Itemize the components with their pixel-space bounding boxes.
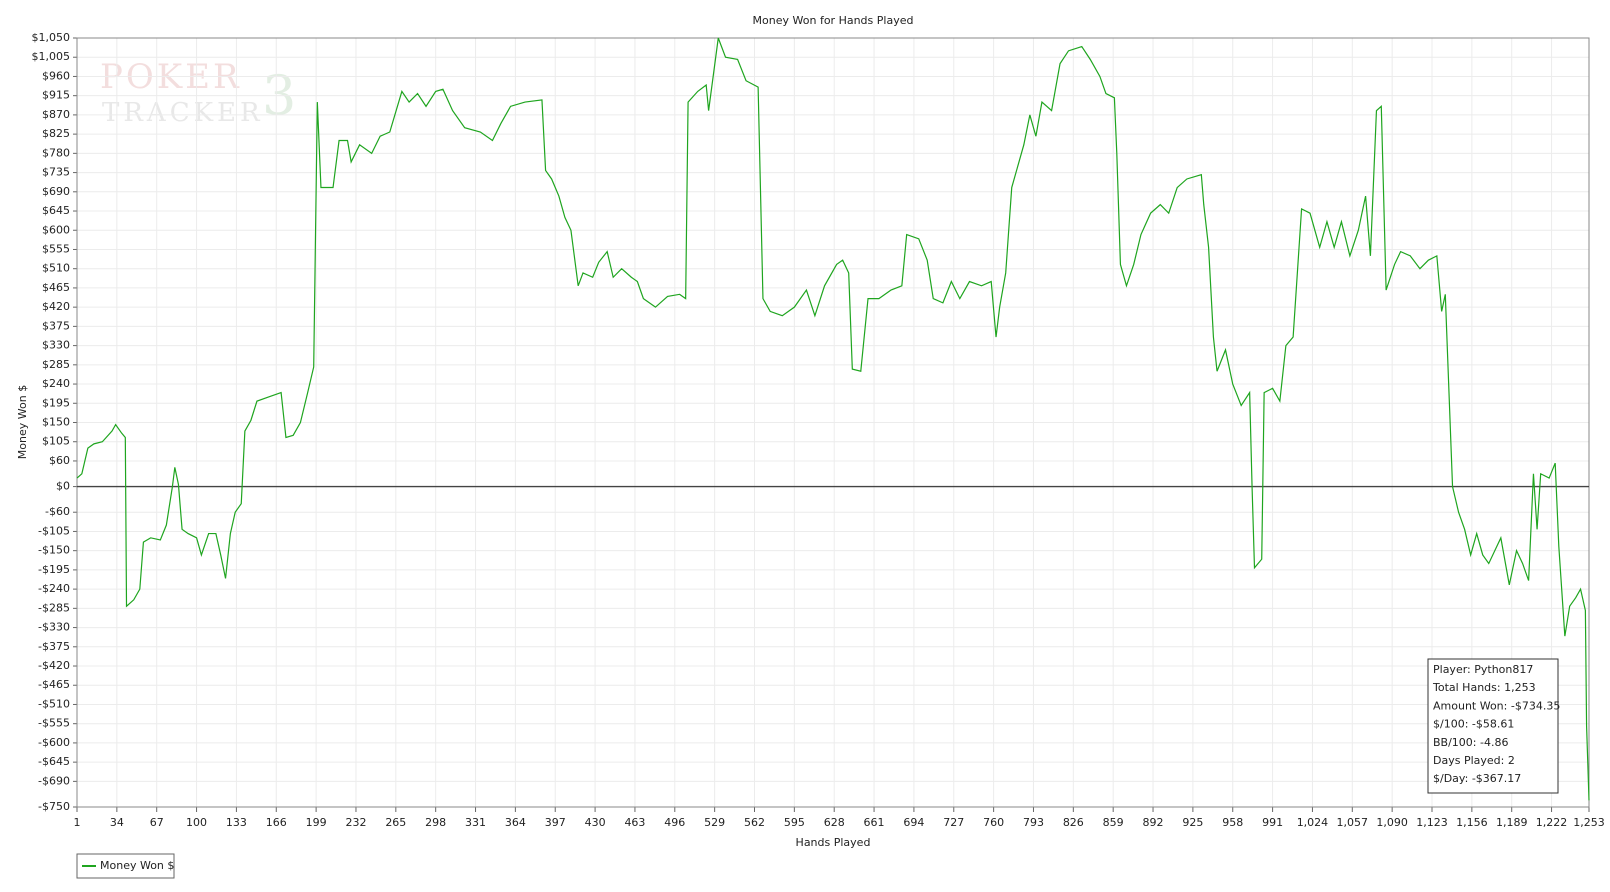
x-tick-label: 694 [903,816,924,829]
y-tick-label: -$240 [38,582,70,595]
logo-text: POKER [100,57,242,97]
x-tick-label: 826 [1063,816,1084,829]
y-tick-label: $150 [42,416,70,429]
x-tick-label: 958 [1222,816,1243,829]
x-tick-label: 430 [585,816,606,829]
x-tick-label: 1 [74,816,81,829]
x-tick-label: 793 [1023,816,1044,829]
y-tick-label: $690 [42,185,70,198]
y-tick-label: $645 [42,204,70,217]
x-tick-label: 925 [1182,816,1203,829]
x-tick-label: 496 [664,816,685,829]
y-tick-label: $195 [42,396,70,409]
x-tick-label: 1,253 [1573,816,1605,829]
x-tick-label: 463 [624,816,645,829]
x-tick-label: 166 [266,816,287,829]
stats-line: BB/100: -4.86 [1433,736,1508,749]
y-tick-label: $375 [42,319,70,332]
y-tick-label: $600 [42,223,70,236]
y-tick-label: $1,005 [32,50,71,63]
x-tick-label: 859 [1103,816,1124,829]
y-tick-label: $870 [42,108,70,121]
x-axis-label: Hands Played [796,836,871,849]
x-tick-label: 595 [784,816,805,829]
stats-line: $/Day: -$367.17 [1433,772,1521,785]
x-tick-label: 1,222 [1536,816,1568,829]
y-tick-label: -$105 [38,524,70,537]
y-tick-label: -$510 [38,697,70,710]
y-tick-label: $555 [42,242,70,255]
x-tick-label: 1,090 [1376,816,1408,829]
stats-line: Days Played: 2 [1433,754,1515,767]
x-tick-label: 661 [864,816,885,829]
stats-line: Total Hands: 1,253 [1432,681,1536,694]
x-tick-label: 628 [824,816,845,829]
x-tick-label: 760 [983,816,1004,829]
y-tick-label: -$600 [38,736,70,749]
y-tick-label: -$750 [38,800,70,813]
x-tick-label: 1,189 [1496,816,1528,829]
y-tick-label: -$150 [38,544,70,557]
x-tick-label: 991 [1262,816,1283,829]
x-tick-label: 562 [744,816,765,829]
x-tick-label: 67 [150,816,164,829]
y-tick-label: -$690 [38,774,70,787]
x-tick-label: 298 [425,816,446,829]
x-tick-label: 892 [1143,816,1164,829]
y-tick-label: $105 [42,435,70,448]
legend-label: Money Won $ [100,859,174,872]
y-tick-label: -$195 [38,563,70,576]
stats-line: $/100: -$58.61 [1433,718,1514,731]
x-tick-label: 265 [385,816,406,829]
y-tick-label: -$285 [38,601,70,614]
stats-line: Player: Python817 [1433,663,1533,676]
stats-box [1427,658,1559,794]
x-tick-label: 364 [505,816,526,829]
y-tick-label: $1,050 [32,31,71,44]
y-tick-label: $510 [42,262,70,275]
y-tick-label: $60 [49,454,70,467]
y-tick-label: $0 [56,480,70,493]
x-tick-label: 232 [345,816,366,829]
stats-line: Amount Won: -$734.35 [1433,699,1560,712]
logo-text: TRACKER [102,98,264,128]
y-tick-label: -$555 [38,717,70,730]
chart-title: Money Won for Hands Played [753,14,914,27]
y-tick-label: $285 [42,358,70,371]
data-line [76,37,1590,801]
y-tick-label: $240 [42,377,70,390]
x-tick-label: 133 [226,816,247,829]
x-tick-label: 727 [943,816,964,829]
x-tick-label: 331 [465,816,486,829]
x-tick-label: 1,057 [1337,816,1369,829]
y-tick-label: $780 [42,146,70,159]
y-tick-label: -$60 [45,505,70,518]
y-tick-label: -$465 [38,678,70,691]
plot-border [76,37,1590,808]
y-tick-label: -$420 [38,659,70,672]
x-tick-label: 1,123 [1416,816,1448,829]
y-tick-label: $330 [42,339,70,352]
y-tick-label: -$330 [38,621,70,634]
y-tick-label: $735 [42,166,70,179]
x-tick-label: 397 [545,816,566,829]
x-tick-label: 1,024 [1297,816,1329,829]
y-tick-label: $420 [42,300,70,313]
y-axis-label: Money Won $ [16,385,29,459]
x-tick-label: 100 [186,816,207,829]
x-tick-label: 1,156 [1456,816,1488,829]
y-tick-label: $465 [42,281,70,294]
x-tick-label: 34 [110,816,124,829]
x-tick-label: 199 [306,816,327,829]
y-tick-label: $960 [42,69,70,82]
y-tick-label: -$645 [38,755,70,768]
x-tick-label: 529 [704,816,725,829]
y-tick-label: $825 [42,127,70,140]
y-tick-label: -$375 [38,640,70,653]
y-tick-label: $915 [42,89,70,102]
